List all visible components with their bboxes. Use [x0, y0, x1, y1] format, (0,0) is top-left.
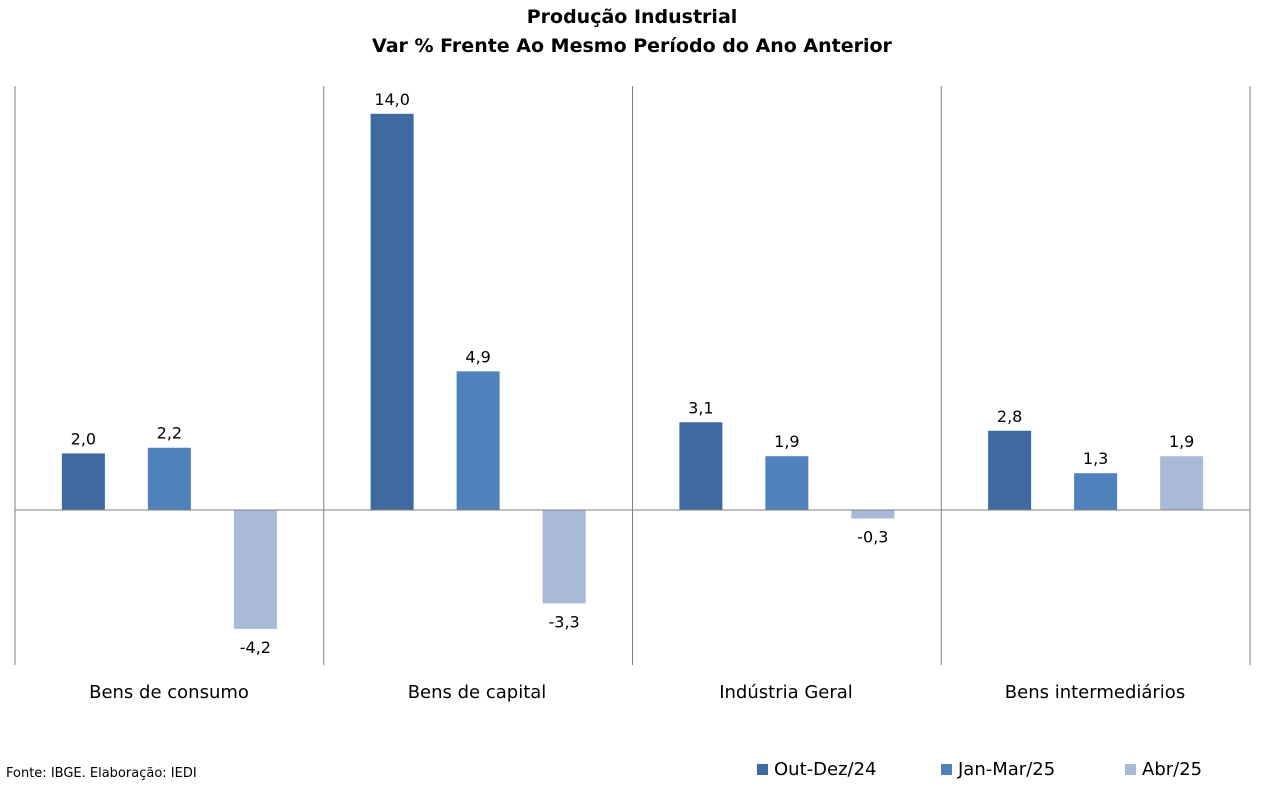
bar: [1160, 456, 1204, 510]
data-label: -3,3: [549, 612, 580, 631]
bar: [61, 453, 105, 510]
category-label-bens-intermediarios: Bens intermediários: [1004, 682, 1186, 703]
data-label: -0,3: [857, 527, 888, 546]
legend-item-abr-25: Abr/25: [1125, 759, 1202, 780]
category-label-bens-de-capital: Bens de capital: [407, 682, 547, 703]
bar: [370, 113, 414, 511]
bar: [679, 422, 723, 510]
legend-swatch: [1125, 764, 1136, 775]
bar: [988, 430, 1032, 510]
data-label: 4,9: [465, 347, 490, 366]
category-label-industria-geral: Indústria Geral: [719, 682, 853, 703]
legend-label: Jan-Mar/25: [958, 759, 1056, 780]
legend-item-out-dez-24: Out-Dez/24: [757, 759, 876, 780]
bar: [147, 447, 191, 510]
bar: [233, 510, 277, 629]
data-label: 14,0: [374, 90, 410, 109]
source-note: Fonte: IBGE. Elaboração: IEDI: [6, 766, 197, 781]
legend-item-jan-mar-25: Jan-Mar/25: [941, 759, 1055, 780]
category-label-bens-de-consumo: Bens de consumo: [89, 682, 249, 703]
bar: [765, 456, 809, 510]
data-label: 2,0: [71, 429, 96, 448]
data-label: -4,2: [240, 638, 271, 657]
bar: [542, 510, 586, 604]
legend-swatch: [941, 764, 952, 775]
data-label: 1,9: [774, 432, 799, 451]
data-label: 2,2: [157, 424, 182, 443]
legend-swatch: [757, 764, 768, 775]
data-label: 2,8: [997, 407, 1022, 426]
data-label: 3,1: [688, 398, 713, 417]
legend-label: Out-Dez/24: [774, 759, 877, 780]
data-label: 1,9: [1169, 432, 1194, 451]
legend-label: Abr/25: [1142, 759, 1203, 780]
bar: [1074, 473, 1118, 510]
bar: [456, 371, 500, 510]
bar: [851, 510, 895, 519]
chart-title: Produção Industrial: [526, 6, 738, 28]
chart-subtitle: Var % Frente Ao Mesmo Período do Ano Ant…: [372, 35, 892, 57]
data-label: 1,3: [1083, 449, 1108, 468]
